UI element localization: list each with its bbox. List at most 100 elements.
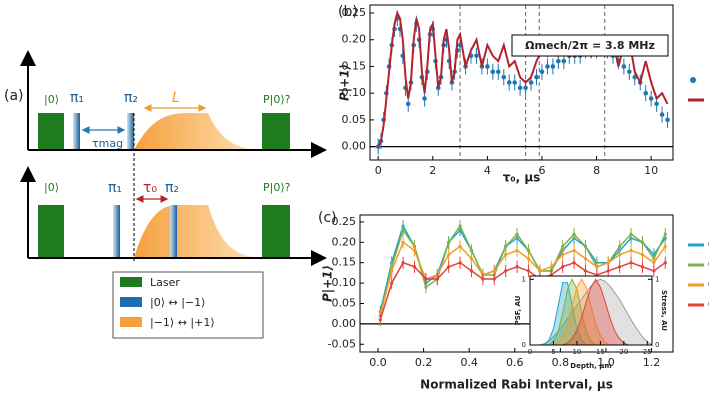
data-point [469,248,474,253]
plot-area [370,5,673,160]
y-tick-label: 0 [522,341,526,349]
data-point [515,265,519,269]
legend-marker [690,77,696,83]
data-point [643,90,649,96]
data-point [447,265,451,269]
annotation: Ωmech/2π = 3.8 MHz [525,39,655,52]
data-point [458,244,462,248]
data-point [492,269,496,273]
label: L [172,90,180,106]
data-point [458,224,462,228]
mw-pulse [113,205,120,258]
y-axis-label: P|+1⟩ [321,265,335,302]
data-point [506,80,512,85]
x-tick-label: 0.8 [552,356,570,369]
data-point [492,277,496,281]
x-tick-label: 5 [551,348,555,356]
data-point [561,265,565,269]
data-point [606,269,610,273]
label: P|0⟩? [263,181,291,194]
y-tick-label: -0.05 [328,337,356,350]
y-tick-label: 0.20 [342,33,367,46]
data-point [378,318,382,322]
data-point [606,261,610,265]
data-point [517,85,523,91]
data-point [640,252,645,257]
legend-swatch [120,317,142,327]
data-point [652,269,656,273]
data-point [538,269,542,273]
label: τ₀ [143,180,157,196]
data-point [550,64,556,69]
data-point [412,248,417,253]
x-tick-label: 0.6 [506,356,524,369]
laser-pulse [262,205,290,258]
x-tick-label: 6 [538,164,545,177]
x-tick-label: 0.0 [369,356,387,369]
annotation-box [511,34,669,57]
data-point [654,101,659,107]
data-point [474,53,479,59]
y-tick-label: 0.10 [342,86,367,99]
x-tick-label: 10 [644,164,658,177]
x-tick-label: 0 [528,348,532,356]
data-point [539,69,545,75]
y-tick-label: 0.05 [332,296,357,309]
y-tick-label: 0.20 [332,235,357,248]
data-point [495,69,501,75]
data-point [629,232,633,236]
data-point [485,64,490,69]
y-tick-label: 0.25 [332,215,357,228]
data-point [490,69,496,75]
data-point [512,80,517,85]
data-point [556,58,561,64]
axes-frame [369,4,674,161]
data-point [447,240,451,244]
label: π₁ [108,180,122,196]
label: π₁ [70,90,84,106]
x-tick-label: 4 [484,164,491,177]
x-axis-label: Normalized Rabi Interval, μs [420,378,613,392]
data-point [523,85,528,91]
y-axis-label: P|+1⟩ [338,64,352,101]
series-line [379,224,666,312]
data-point [401,228,405,232]
legend-swatch [120,277,142,287]
data-point [621,64,627,69]
data-point [501,74,507,80]
data-point [663,232,667,236]
data-point [561,252,565,257]
label: π₂ [124,90,138,106]
data-point [401,240,405,244]
panel-label: (c) [318,210,337,226]
data-point [534,74,539,80]
data-point [583,244,588,248]
x-tick-label: 25 [643,348,652,356]
label: τmag [92,137,123,150]
x-tick-label: 8 [593,164,600,177]
data-point [412,265,417,269]
data-point [561,244,565,248]
x-tick-label: 10 [572,348,581,356]
data-point [640,265,645,269]
data-point [572,261,576,265]
data-point [401,261,405,265]
y-tick-label: 0.25 [342,6,367,19]
data-point [545,64,550,69]
x-tick-label: 1.2 [643,356,661,369]
data-point [663,244,667,248]
x-tick-label: 0 [375,164,382,177]
y-tick-label: 0.00 [342,140,367,153]
data-point [515,232,519,236]
legend-label: Laser [150,276,180,289]
data-point [504,252,508,257]
label: P|0⟩? [263,93,291,106]
x-tick-label: 2 [429,164,436,177]
y-tick-label: 1 [522,275,526,283]
data-point [665,117,670,123]
data-point [663,261,667,265]
data-point [424,277,428,281]
y-tick-label: 0.10 [332,276,357,289]
y-tick-label: 0.05 [342,113,367,126]
data-point [504,269,508,273]
